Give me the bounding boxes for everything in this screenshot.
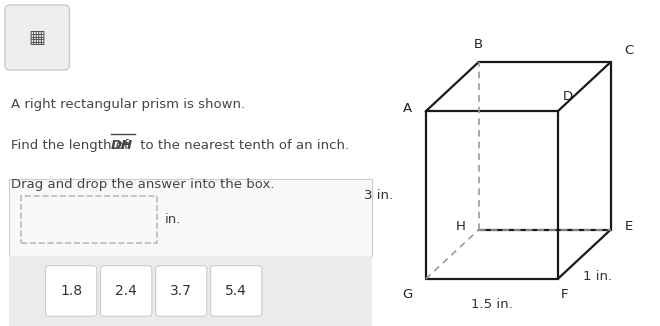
Text: ▦: ▦: [28, 28, 46, 47]
FancyBboxPatch shape: [9, 256, 372, 326]
Text: 1.5 in.: 1.5 in.: [471, 298, 513, 311]
Text: E: E: [624, 220, 633, 233]
Text: 1 in.: 1 in.: [583, 270, 612, 283]
Text: Drag and drop the answer into the box.: Drag and drop the answer into the box.: [11, 178, 274, 191]
Text: to the nearest tenth of an inch.: to the nearest tenth of an inch.: [136, 139, 349, 152]
Text: DH: DH: [111, 139, 133, 152]
Text: H: H: [455, 220, 465, 233]
Text: A right rectangular prism is shown.: A right rectangular prism is shown.: [11, 98, 245, 111]
Text: 2.4: 2.4: [115, 284, 137, 298]
Text: 5.4: 5.4: [225, 284, 248, 298]
Text: 3 in.: 3 in.: [364, 189, 393, 202]
Text: F: F: [560, 289, 568, 302]
Polygon shape: [180, 256, 202, 267]
Text: B: B: [474, 38, 483, 51]
FancyBboxPatch shape: [156, 266, 207, 316]
Text: C: C: [624, 44, 634, 57]
Text: D: D: [562, 90, 573, 103]
Text: 3.7: 3.7: [170, 284, 192, 298]
Text: G: G: [403, 289, 412, 302]
FancyBboxPatch shape: [211, 266, 262, 316]
FancyBboxPatch shape: [5, 5, 69, 70]
Text: Find the length of: Find the length of: [11, 139, 133, 152]
FancyBboxPatch shape: [46, 266, 97, 316]
Text: in.: in.: [165, 213, 182, 226]
FancyBboxPatch shape: [100, 266, 152, 316]
FancyBboxPatch shape: [9, 179, 372, 256]
Text: 1.8: 1.8: [60, 284, 82, 298]
Text: A: A: [403, 102, 412, 115]
